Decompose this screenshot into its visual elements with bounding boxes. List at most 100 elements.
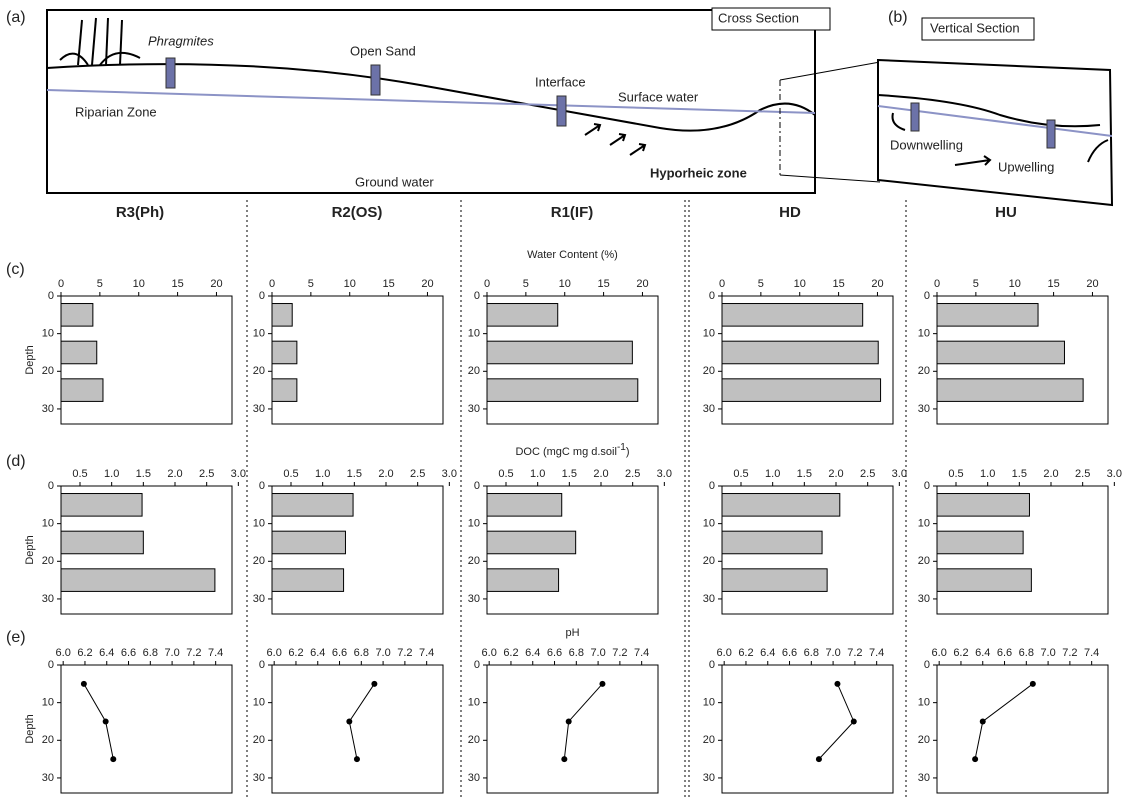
- y-tick-label: 30: [468, 593, 480, 605]
- point: [81, 681, 87, 687]
- x-tick-label: 0: [484, 278, 490, 290]
- x-tick-label: 6.8: [143, 647, 158, 659]
- x-tick-label: 20: [210, 278, 222, 290]
- x-tick-label: 6.6: [547, 647, 562, 659]
- plot-frame: [272, 296, 443, 424]
- x-tick-label: 3.0: [231, 468, 246, 480]
- x-tick-label: 6.6: [997, 647, 1012, 659]
- point: [354, 756, 360, 762]
- x-tick-label: 1.5: [562, 468, 577, 480]
- x-tick-label: 10: [344, 278, 356, 290]
- x-tick-label: 6.8: [804, 647, 819, 659]
- x-tick-label: 7.4: [208, 647, 223, 659]
- x-tick-label: 6.0: [932, 647, 947, 659]
- y-tick-label: 20: [468, 555, 480, 567]
- y-axis-label: Depth: [24, 535, 36, 564]
- bar: [61, 531, 143, 554]
- x-tick-label: 1.0: [315, 468, 330, 480]
- x-tick-label: 0.5: [733, 468, 748, 480]
- x-tick-label: 7.4: [634, 647, 649, 659]
- y-tick-label: 10: [703, 518, 715, 530]
- x-tick-label: 0: [58, 278, 64, 290]
- bar: [722, 341, 878, 364]
- bar: [722, 531, 822, 554]
- y-tick-label: 0: [709, 480, 715, 492]
- chart-title: pH: [565, 627, 579, 639]
- y-tick-label: 10: [703, 328, 715, 340]
- y-tick-label: 0: [924, 659, 930, 671]
- y-tick-label: 20: [918, 555, 930, 567]
- y-tick-label: 20: [253, 365, 265, 377]
- x-tick-label: 3.0: [892, 468, 907, 480]
- y-tick-label: 10: [253, 518, 265, 530]
- x-tick-label: 1.0: [530, 468, 545, 480]
- y-tick-label: 0: [474, 480, 480, 492]
- bar: [61, 379, 103, 402]
- bar: [487, 531, 576, 554]
- x-tick-label: 10: [133, 278, 145, 290]
- bar: [487, 494, 562, 517]
- point: [816, 756, 822, 762]
- x-tick-label: 10: [794, 278, 806, 290]
- bar: [272, 341, 297, 364]
- bar: [272, 569, 344, 592]
- reeds: [60, 18, 140, 65]
- x-tick-label: 6.0: [56, 647, 71, 659]
- y-tick-label: 30: [42, 772, 54, 784]
- x-tick-label: 15: [171, 278, 183, 290]
- bar: [487, 341, 632, 364]
- x-tick-label: 0.5: [283, 468, 298, 480]
- x-tick-label: 2.0: [1043, 468, 1058, 480]
- label: Interface: [535, 74, 586, 89]
- x-tick-label: 10: [1009, 278, 1021, 290]
- bar: [61, 304, 93, 327]
- bar: [272, 531, 345, 554]
- y-tick-label: 20: [703, 365, 715, 377]
- plot-frame: [272, 665, 443, 793]
- bar: [722, 569, 827, 592]
- y-tick-label: 10: [468, 328, 480, 340]
- y-tick-label: 30: [918, 593, 930, 605]
- x-tick-label: 7.0: [1040, 647, 1055, 659]
- x-tick-label: 1.0: [980, 468, 995, 480]
- y-tick-label: 30: [42, 403, 54, 415]
- y-tick-label: 0: [48, 290, 54, 302]
- x-tick-label: 0: [719, 278, 725, 290]
- page: (a) Cross Section Phragmites Open Sand I…: [0, 0, 1125, 798]
- chart-title-text: Water Content (%): [527, 249, 618, 261]
- x-tick-label: 6.8: [1019, 647, 1034, 659]
- label: Hyporheic zone: [650, 165, 747, 180]
- x-tick-label: 5: [97, 278, 103, 290]
- label: Open Sand: [350, 43, 416, 58]
- y-tick-label: 30: [42, 593, 54, 605]
- x-tick-label: 5: [308, 278, 314, 290]
- x-tick-label: 7.0: [375, 647, 390, 659]
- y-tick-label: 10: [42, 328, 54, 340]
- bar: [487, 569, 559, 592]
- y-tick-label: 30: [703, 593, 715, 605]
- x-tick-label: 3.0: [1107, 468, 1122, 480]
- x-tick-label: 15: [382, 278, 394, 290]
- arrows: [585, 124, 645, 155]
- bar: [722, 304, 863, 327]
- x-tick-label: 3.0: [657, 468, 672, 480]
- x-tick-label: 15: [597, 278, 609, 290]
- x-tick-label: 6.4: [99, 647, 114, 659]
- x-tick-label: 6.2: [77, 647, 92, 659]
- y-tick-label: 20: [468, 734, 480, 746]
- water-table: [47, 90, 815, 113]
- label: Surface water: [618, 89, 699, 104]
- x-tick-label: 1.0: [765, 468, 780, 480]
- chart-title-text: DOC (mgC mg d.soil: [515, 446, 616, 458]
- chart-title-text: pH: [565, 627, 579, 639]
- bar: [61, 569, 215, 592]
- x-tick-label: 7.2: [186, 647, 201, 659]
- y-axis-label: Depth: [24, 345, 36, 374]
- x-tick-label: 0: [269, 278, 275, 290]
- y-tick-label: 0: [709, 659, 715, 671]
- y-tick-label: 0: [474, 290, 480, 302]
- x-tick-label: 2.5: [199, 468, 214, 480]
- y-tick-label: 10: [468, 518, 480, 530]
- bar: [272, 304, 292, 327]
- y-tick-label: 20: [918, 734, 930, 746]
